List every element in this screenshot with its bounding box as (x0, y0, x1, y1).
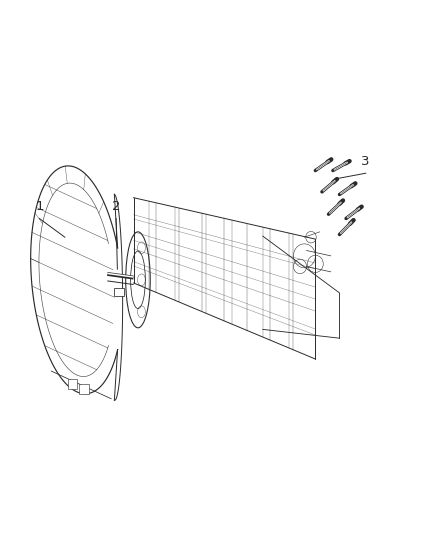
Text: 1: 1 (35, 200, 44, 213)
Text: 3: 3 (361, 155, 370, 168)
Bar (67, 379, 77, 389)
Bar (79, 384, 89, 394)
Text: 2: 2 (112, 200, 120, 213)
Bar (114, 288, 124, 296)
